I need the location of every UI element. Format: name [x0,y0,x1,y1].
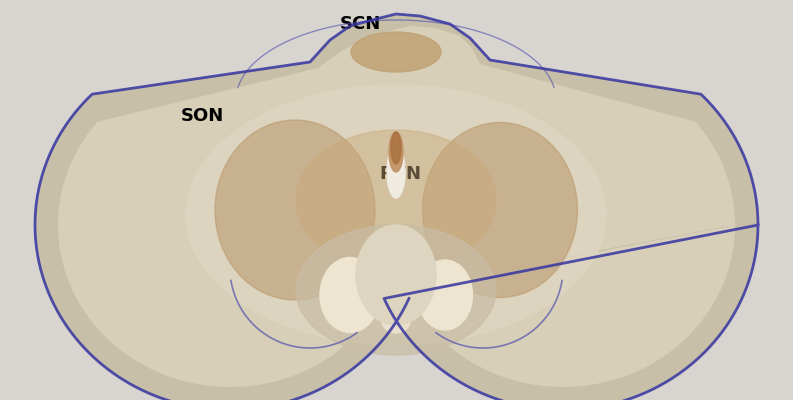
Ellipse shape [186,85,606,345]
Ellipse shape [215,120,375,300]
Ellipse shape [391,132,401,164]
Ellipse shape [320,258,380,332]
Ellipse shape [296,225,496,355]
Ellipse shape [356,225,436,325]
Text: SON: SON [181,107,224,125]
Ellipse shape [351,32,441,72]
Text: SCN: SCN [340,15,381,33]
Text: PVN: PVN [380,165,421,183]
Ellipse shape [296,130,496,270]
Ellipse shape [417,260,473,330]
Ellipse shape [423,122,577,298]
Ellipse shape [381,303,411,333]
Ellipse shape [387,146,405,198]
Ellipse shape [389,132,403,172]
Polygon shape [35,14,758,400]
Polygon shape [58,26,735,387]
